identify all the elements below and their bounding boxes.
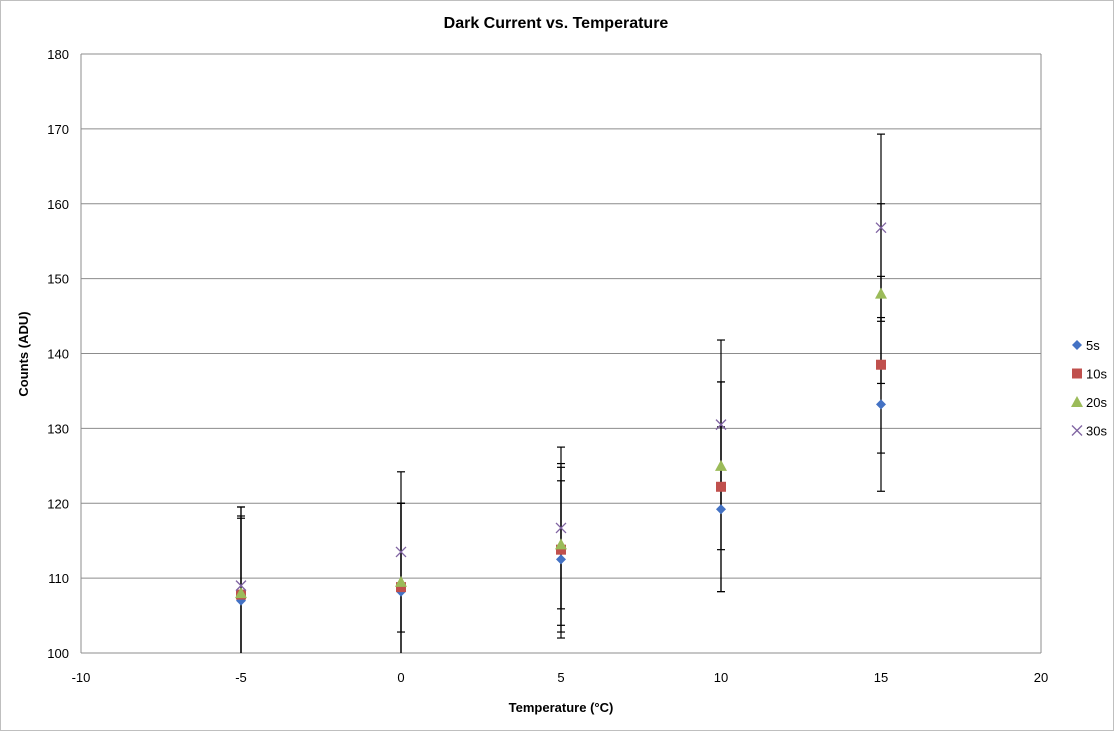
point-10s <box>396 582 406 593</box>
marker-stroke <box>1071 425 1083 436</box>
x-tick-label: 5 <box>557 670 564 685</box>
y-tick-label: 100 <box>47 646 69 661</box>
legend-label-5s: 5s <box>1086 338 1100 353</box>
marker-stroke <box>395 546 407 558</box>
point-30s <box>875 222 887 234</box>
y-axis-title: Counts (ADU) <box>16 311 31 396</box>
marker-stroke <box>555 522 567 534</box>
point-30s <box>555 522 567 534</box>
tick-labels: 100 110 120 130 140 150 160 170 180 -10 -5 0 5 10 15 20 <box>47 47 1048 685</box>
legend: 5s 10s 20s 30s <box>1071 338 1107 439</box>
marker-stroke <box>235 580 247 592</box>
point-20s <box>875 287 887 299</box>
point-10s <box>876 359 886 370</box>
chart-title: Dark Current vs. Temperature <box>444 15 669 32</box>
x-tick-label: -5 <box>235 670 247 685</box>
legend-label-30s: 30s <box>1086 424 1107 439</box>
point-10s <box>716 481 726 492</box>
x-axis-title: Temperature (°C) <box>509 700 614 715</box>
y-tick-label: 140 <box>47 347 69 362</box>
point-20s <box>555 538 567 550</box>
point-30s <box>395 546 407 558</box>
legend-marker-30s <box>1071 425 1083 436</box>
x-tick-label: 15 <box>874 670 888 685</box>
point-20s <box>715 459 727 471</box>
point-20s <box>235 587 247 599</box>
legend-marker-10s <box>1072 368 1082 379</box>
x-tick-label: -10 <box>72 670 91 685</box>
legend-marker-5s <box>1072 340 1082 350</box>
point-30s <box>235 580 247 592</box>
error-bars <box>237 133 885 653</box>
marker-stroke <box>715 419 727 431</box>
x-tick-label: 10 <box>714 670 728 685</box>
x-tick-label: 0 <box>397 670 404 685</box>
y-tick-label: 160 <box>47 197 69 212</box>
point-5s <box>556 554 566 565</box>
y-tick-label: 170 <box>47 122 69 137</box>
legend-label-10s: 10s <box>1086 367 1107 382</box>
y-tick-label: 180 <box>47 47 69 62</box>
y-tick-label: 110 <box>48 571 69 586</box>
data-markers <box>235 222 887 606</box>
legend-marker-20s <box>1071 396 1083 407</box>
x-tick-label: 20 <box>1034 670 1048 685</box>
y-tick-label: 120 <box>47 496 69 511</box>
point-10s <box>556 544 566 555</box>
y-tick-label: 130 <box>47 421 69 436</box>
point-5s <box>716 504 726 515</box>
point-20s <box>395 575 407 587</box>
y-tick-label: 150 <box>47 272 69 287</box>
point-5s <box>876 399 886 410</box>
point-30s <box>715 419 727 431</box>
legend-label-20s: 20s <box>1086 395 1107 410</box>
marker-stroke <box>875 222 887 234</box>
